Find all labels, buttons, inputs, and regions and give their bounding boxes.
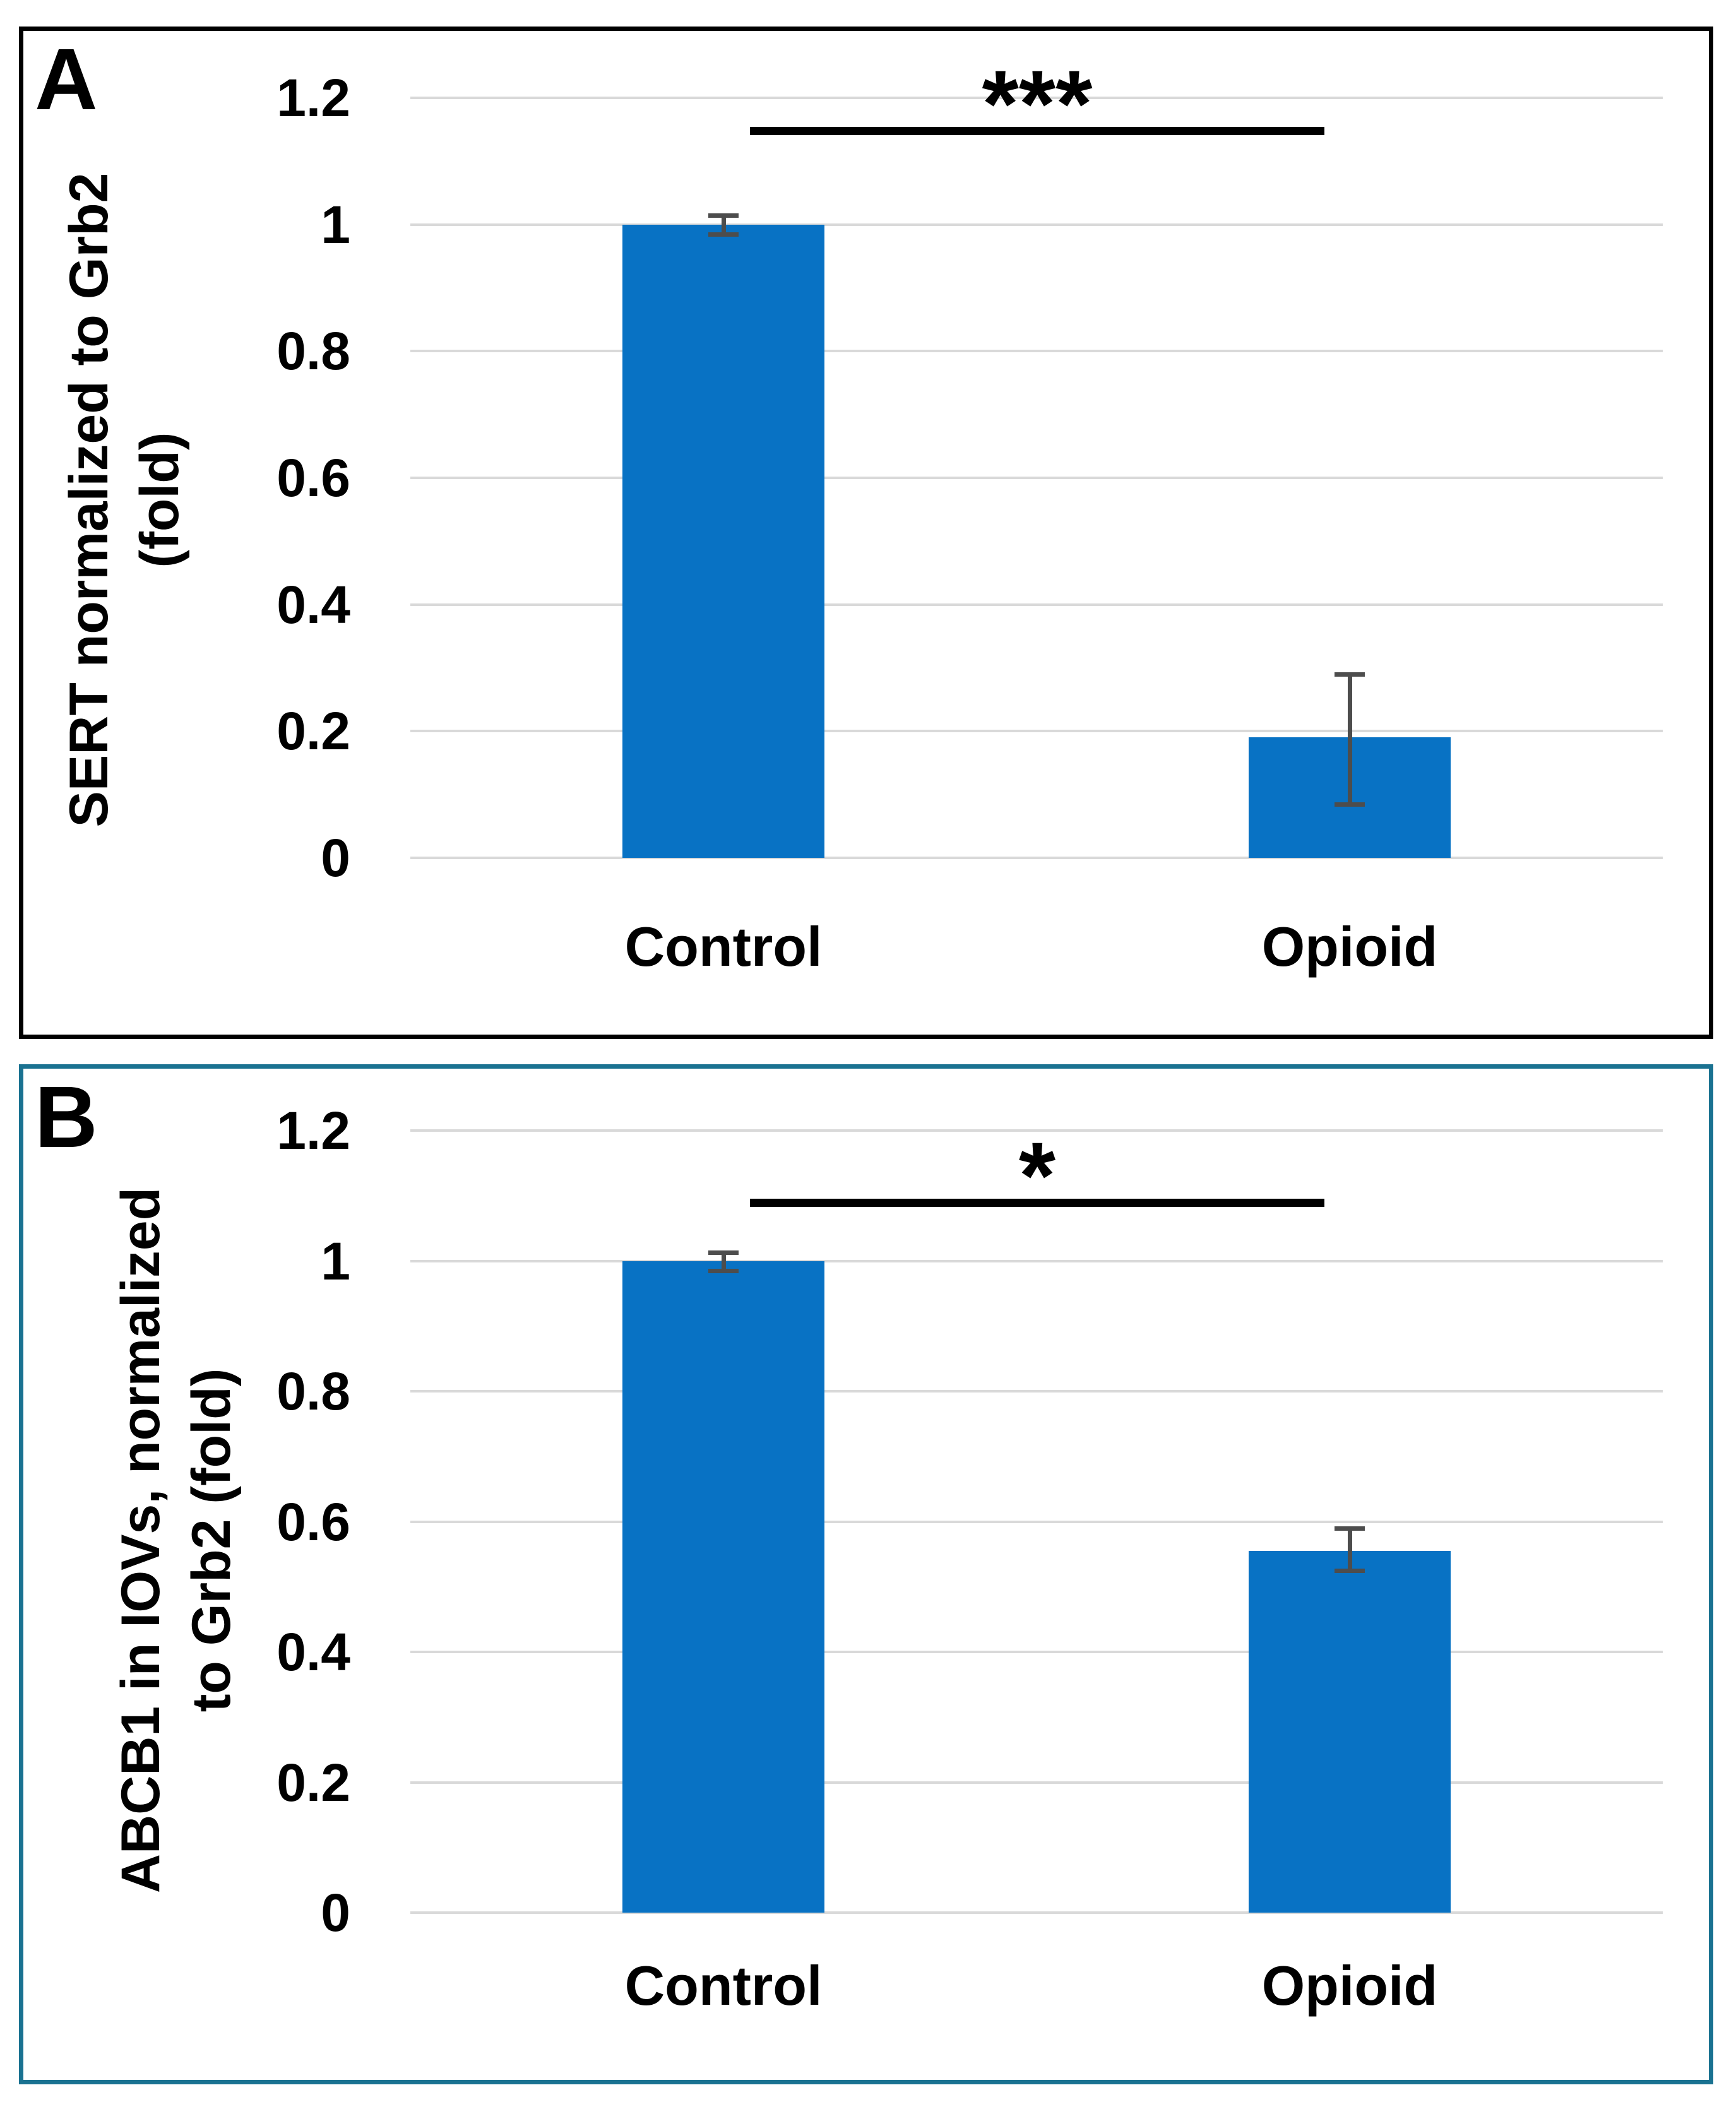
panel-label-b: B bbox=[35, 1069, 98, 1166]
error-cap-high-opioid bbox=[1335, 1526, 1365, 1531]
gridline-y-0.4 bbox=[410, 603, 1663, 606]
gridline-y-1.2 bbox=[410, 97, 1663, 99]
gridline-y-0.6 bbox=[410, 477, 1663, 479]
y-tick-label-0.6: 0.6 bbox=[276, 1492, 350, 1552]
y-tick-label-0.8: 0.8 bbox=[276, 1362, 350, 1421]
y-tick-label-0.2: 0.2 bbox=[276, 701, 350, 761]
y-tick-label-0.4: 0.4 bbox=[276, 1622, 350, 1682]
bar-opioid bbox=[1249, 1550, 1451, 1913]
panel-b: B ABCB1 in IOVs, normalized to Grb2 (fol… bbox=[19, 1064, 1713, 2084]
x-category-label-control: Control bbox=[624, 1954, 823, 2017]
y-tick-label-0.6: 0.6 bbox=[276, 448, 350, 508]
x-category-label-opioid: Opioid bbox=[1261, 915, 1438, 978]
y-tick-label-1: 1 bbox=[321, 1231, 350, 1291]
error-bar-opioid bbox=[1348, 674, 1352, 804]
error-bar-control bbox=[722, 215, 726, 234]
significance-line bbox=[750, 127, 1324, 136]
gridline-y-0.8 bbox=[410, 350, 1663, 353]
error-cap-high-control bbox=[708, 1250, 739, 1256]
significance-stars: * bbox=[1018, 1122, 1056, 1228]
x-category-label-opioid: Opioid bbox=[1261, 1954, 1438, 2017]
y-tick-label-0: 0 bbox=[321, 828, 350, 888]
gridline-y-1 bbox=[410, 1259, 1663, 1262]
y-tick-label-1: 1 bbox=[321, 194, 350, 254]
y-tick-label-1.2: 1.2 bbox=[276, 68, 350, 128]
gridline-y-0.2 bbox=[410, 730, 1663, 733]
gridline-y-0 bbox=[410, 1911, 1663, 1914]
panel-a: A SERT normalized to Grb2 (fold) 1.2 1 0.8… bbox=[19, 27, 1713, 1039]
bar-control bbox=[622, 224, 824, 858]
error-bar-opioid bbox=[1348, 1528, 1352, 1571]
gridline-y-0.6 bbox=[410, 1520, 1663, 1523]
gridline-y-0.2 bbox=[410, 1781, 1663, 1784]
error-cap-low-opioid bbox=[1335, 802, 1365, 807]
y-tick-label-0.4: 0.4 bbox=[276, 574, 350, 634]
error-cap-low-opioid bbox=[1335, 1568, 1365, 1573]
gridline-y-0.8 bbox=[410, 1390, 1663, 1392]
y-tick-label-0: 0 bbox=[321, 1883, 350, 1942]
plot-area-b: 1.2 1 0.8 0.6 0.4 0.2 0 Control Opioid * bbox=[23, 1069, 1709, 2080]
gridline-y-1 bbox=[410, 223, 1663, 226]
error-cap-high-control bbox=[708, 213, 739, 218]
y-tick-label-1.2: 1.2 bbox=[276, 1101, 350, 1160]
panel-label-a: A bbox=[35, 31, 98, 128]
significance-line bbox=[750, 1198, 1324, 1207]
y-tick-label-0.8: 0.8 bbox=[276, 321, 350, 381]
significance-stars: *** bbox=[982, 50, 1093, 157]
plot-area-a: 1.2 1 0.8 0.6 0.4 0.2 0 Control Opioid *** bbox=[23, 31, 1709, 1035]
error-cap-high-opioid bbox=[1335, 672, 1365, 677]
x-category-label-control: Control bbox=[624, 915, 823, 978]
error-bar-control bbox=[722, 1252, 726, 1271]
gridline-y-1.2 bbox=[410, 1129, 1663, 1132]
error-cap-low-control bbox=[708, 232, 739, 237]
gridline-y-0 bbox=[410, 857, 1663, 859]
bar-control bbox=[622, 1261, 824, 1913]
error-cap-low-control bbox=[708, 1268, 739, 1273]
gridline-y-0.4 bbox=[410, 1651, 1663, 1653]
y-tick-label-0.2: 0.2 bbox=[276, 1752, 350, 1812]
